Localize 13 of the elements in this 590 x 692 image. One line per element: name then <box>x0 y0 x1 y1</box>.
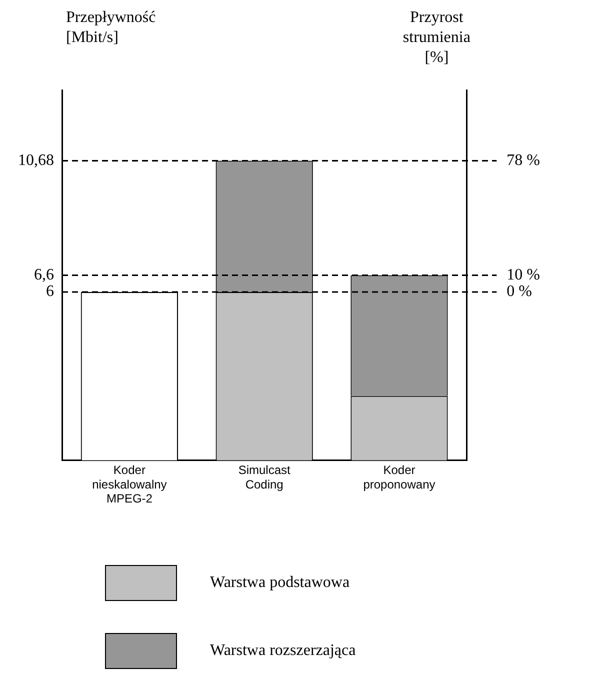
y-tick-label: 6,6 <box>34 266 54 284</box>
y2-tick-label: 0 % <box>506 283 532 300</box>
x-tick-label: Simulcast Coding <box>238 462 292 492</box>
y2-axis-title: Przyrost strumienia [%] <box>402 9 470 66</box>
y-axis-title: Przepływność [Mbit/s] <box>66 9 156 46</box>
legend-label: Warstwa rozszerzająca <box>210 642 356 660</box>
y-tick-label: 10,68 <box>18 152 54 169</box>
y-tick-label: 6 <box>46 283 54 300</box>
y2-tick-label: 10 % <box>506 266 540 284</box>
x-tick-label: Koder proponowany <box>363 462 436 492</box>
y2-tick-label: 78 % <box>506 152 540 169</box>
x-tick-label: Koder nieskalowalny MPEG-2 <box>92 462 167 506</box>
legend-label: Warstwa podstawowa <box>210 574 350 592</box>
